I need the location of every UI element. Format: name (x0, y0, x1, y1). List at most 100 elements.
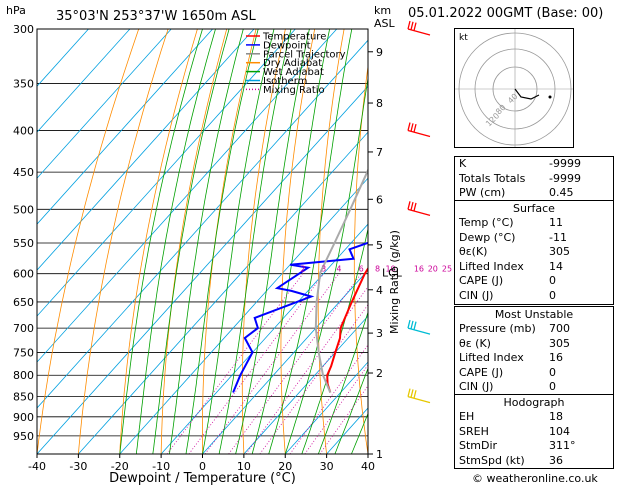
dry-adiabat (78, 29, 169, 454)
mixing-ratio-label: 8 (375, 265, 380, 274)
pressure-tick-label: 550 (13, 237, 34, 250)
surface-row: CAPE (J) 0 (455, 274, 613, 289)
mixing-ratio-label: 10 (385, 265, 395, 274)
wind-barb-staff (407, 129, 431, 138)
isotherm (243, 315, 368, 454)
isotherm (160, 223, 368, 454)
x-axis-label: Dewpoint / Temperature (°C) (109, 471, 296, 486)
mixing-ratio-line (188, 273, 324, 454)
hodograph-table-value: 311° (549, 439, 576, 453)
index-value: -9999 (549, 171, 581, 185)
km-label: km (374, 4, 391, 17)
most-unstable-label: Lifted Index (459, 351, 524, 365)
mixing-ratio-label: 2 (300, 265, 305, 274)
surface-label: Dewp (°C) (459, 230, 516, 244)
mixing-ratio-line (245, 286, 368, 454)
index-value: 0.45 (549, 186, 574, 200)
wind-barb-flag (410, 123, 414, 132)
mixing-ratio-label: 6 (359, 265, 364, 274)
legend-label: Mixing Ratio (263, 85, 325, 96)
index-label: PW (cm) (459, 186, 506, 200)
hodograph-table-label: SREH (459, 424, 489, 438)
wind-barb (407, 388, 431, 404)
x-tick-label: -20 (111, 460, 129, 473)
km-tick-label: 1 (376, 448, 383, 461)
isotherm (37, 39, 368, 409)
wind-barb-staff (407, 396, 431, 404)
wind-barbs (407, 20, 431, 404)
dry-adiabat (202, 29, 257, 454)
dry-adiabat (241, 29, 286, 454)
surface-row: θε(K) 305 (455, 245, 613, 260)
mixing-ratio-line (228, 273, 362, 454)
isotherm (202, 269, 368, 454)
km-tick-label: 7 (376, 146, 383, 159)
station-label: 35°03'N 253°37'W 1650m ASL (56, 9, 256, 24)
dry-adiabat (119, 29, 198, 454)
surface-value: 305 (549, 245, 570, 259)
isotherm (37, 29, 255, 271)
pressure-tick-label: 700 (13, 322, 34, 335)
most-unstable-value: 305 (549, 336, 570, 350)
hodograph-table-label: StmDir (459, 439, 498, 453)
most-unstable-label: CIN (J) (459, 380, 494, 394)
wind-barb-flag (410, 320, 414, 330)
dry-adiabat (353, 63, 368, 454)
wind-barb-flag (410, 389, 414, 398)
x-tick-label: 30 (320, 460, 334, 473)
legend-label: Dewpoint (263, 40, 311, 51)
wind-barb-staff (407, 28, 431, 36)
km-tick-label: 5 (376, 239, 383, 252)
x-tick-label: 10 (237, 460, 251, 473)
isotherm (284, 361, 368, 454)
km-tick-label: 4 (376, 284, 383, 297)
lcl-label: LCL (382, 267, 403, 280)
wet-adiabat (202, 29, 275, 454)
wind-barb-flag (413, 321, 417, 330)
wet-adiabat (268, 29, 353, 454)
wind-barb-flag (413, 123, 417, 133)
most-unstable-row: CIN (J) 0 (455, 380, 613, 395)
series-dewpoint (232, 241, 368, 393)
most-unstable-row: Lifted Index 16 (455, 351, 613, 366)
wind-barb-flag (407, 388, 411, 397)
surface-panel: Surface Temp (°C) 11 Dewp (°C) -11 θε(K) 305 L… (454, 200, 614, 305)
most-unstable-label: θε (K) (459, 336, 491, 350)
surface-label: CIN (J) (459, 288, 494, 302)
wind-barb (407, 319, 431, 335)
surface-label: CAPE (J) (459, 274, 504, 288)
surface-label: Lifted Index (459, 259, 524, 273)
legend-label: Temperature (262, 32, 326, 43)
wet-adiabat (119, 29, 203, 454)
mixing-ratio-label: 16 (414, 265, 424, 274)
wind-barb-flag (410, 201, 414, 211)
isotherm (37, 29, 172, 179)
x-tick-label: -40 (28, 460, 46, 473)
surface-value: 0 (549, 274, 556, 288)
surface-value: 14 (549, 259, 563, 273)
wet-adiabat (152, 29, 230, 454)
hodograph-unit: kt (459, 33, 468, 43)
hodograph-table-row: StmSpd (kt) 36 (455, 454, 613, 469)
surface-value: -11 (549, 230, 567, 244)
wet-adiabat (185, 29, 259, 454)
wet-adiabat (317, 310, 368, 454)
index-row: K -9999 (455, 157, 613, 172)
dry-adiabat (423, 29, 451, 454)
hodograph-trace (514, 88, 540, 100)
hodograph-table-row: EH 18 (455, 410, 613, 425)
mixing-ratio-label: 4 (336, 265, 341, 274)
index-label: K (459, 157, 467, 170)
wet-adiabat (218, 29, 292, 454)
isotherm (37, 29, 213, 225)
pressure-tick-label: 400 (13, 125, 34, 138)
x-tick-label: 20 (278, 460, 292, 473)
mixing-ratio-label: 25 (442, 265, 452, 274)
pressure-tick-label: 600 (13, 268, 34, 281)
hodograph-table-value: 104 (549, 424, 570, 438)
pressure-tick-label: 500 (13, 203, 34, 216)
surface-label: Temp (°C) (459, 216, 514, 229)
pressure-tick-label: 300 (13, 23, 34, 36)
legend-label: Isotherm (263, 76, 307, 87)
